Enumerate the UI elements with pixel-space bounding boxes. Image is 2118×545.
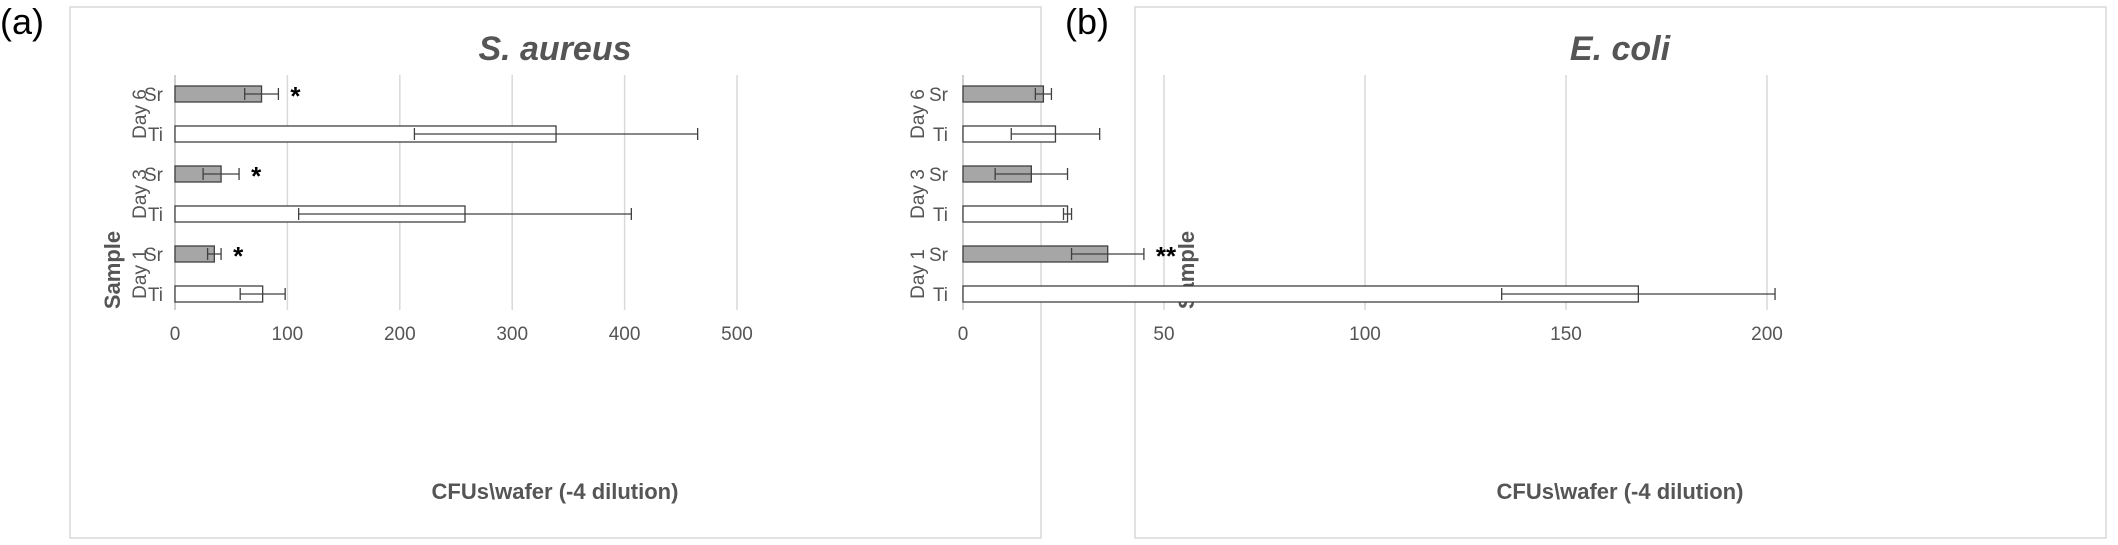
significance-marker: * — [233, 241, 244, 271]
category-label-ti: Ti — [933, 285, 948, 306]
category-label-ti: Ti — [933, 205, 948, 226]
x-tick-label: 200 — [1751, 324, 1783, 345]
x-tick-label: 500 — [721, 324, 753, 345]
x-tick-label: 200 — [384, 324, 416, 345]
category-label-sr: Sr — [144, 165, 164, 186]
group-label: Day 1 — [908, 249, 929, 299]
group-label: Day 6 — [130, 89, 151, 139]
x-tick-label: 50 — [1153, 324, 1174, 345]
panel-label-a: (a) — [0, 1, 44, 42]
grid-a — [174, 75, 738, 310]
significance-marker: * — [251, 161, 262, 191]
significance-marker: ** — [1156, 241, 1177, 271]
x-axis-title-b: CFUs\wafer (-4 dilution) — [1497, 479, 1744, 504]
significance-marker: * — [290, 81, 301, 111]
chart-title-b: E. coli — [1570, 30, 1672, 68]
x-tick-label: 0 — [170, 324, 181, 345]
category-label-sr: Sr — [929, 85, 949, 106]
x-tick-label: 150 — [1550, 324, 1582, 345]
group-label: Day 3 — [130, 169, 151, 219]
category-label-ti: Ti — [148, 125, 163, 146]
bars-b — [962, 85, 1776, 303]
x-tick-label: 0 — [958, 324, 969, 345]
bar-ti — [962, 205, 1069, 223]
category-label-sr: Sr — [144, 245, 164, 266]
panel-a: (a) S. aureus CFUs\wafer (-4 dilution) S… — [0, 1, 1042, 539]
chart-frame-b — [1134, 6, 2107, 539]
category-label-sr: Sr — [929, 245, 949, 266]
category-label-ti: Ti — [148, 285, 163, 306]
category-label-sr: Sr — [144, 85, 164, 106]
y-axis-title-a: Sample — [100, 231, 125, 309]
x-tick-label: 300 — [496, 324, 528, 345]
x-tick-label: 100 — [272, 324, 304, 345]
category-label-ti: Ti — [148, 205, 163, 226]
panel-b: (b) E. coli CFUs\wafer (-4 dilution) Sam… — [908, 1, 2107, 539]
group-label: Day 1 — [130, 249, 151, 299]
chart-title-a: S. aureus — [478, 30, 631, 68]
grid-b — [962, 75, 1768, 310]
x-tick-label: 400 — [609, 324, 641, 345]
bar-sr — [962, 85, 1045, 103]
category-label-sr: Sr — [929, 165, 949, 186]
category-label-ti: Ti — [933, 125, 948, 146]
x-axis-title-a: CFUs\wafer (-4 dilution) — [432, 479, 679, 504]
panel-label-b: (b) — [1065, 1, 1109, 42]
bars-a — [174, 85, 699, 303]
x-tick-label: 100 — [1349, 324, 1381, 345]
group-label: Day 3 — [908, 169, 929, 219]
group-label: Day 6 — [908, 89, 929, 139]
